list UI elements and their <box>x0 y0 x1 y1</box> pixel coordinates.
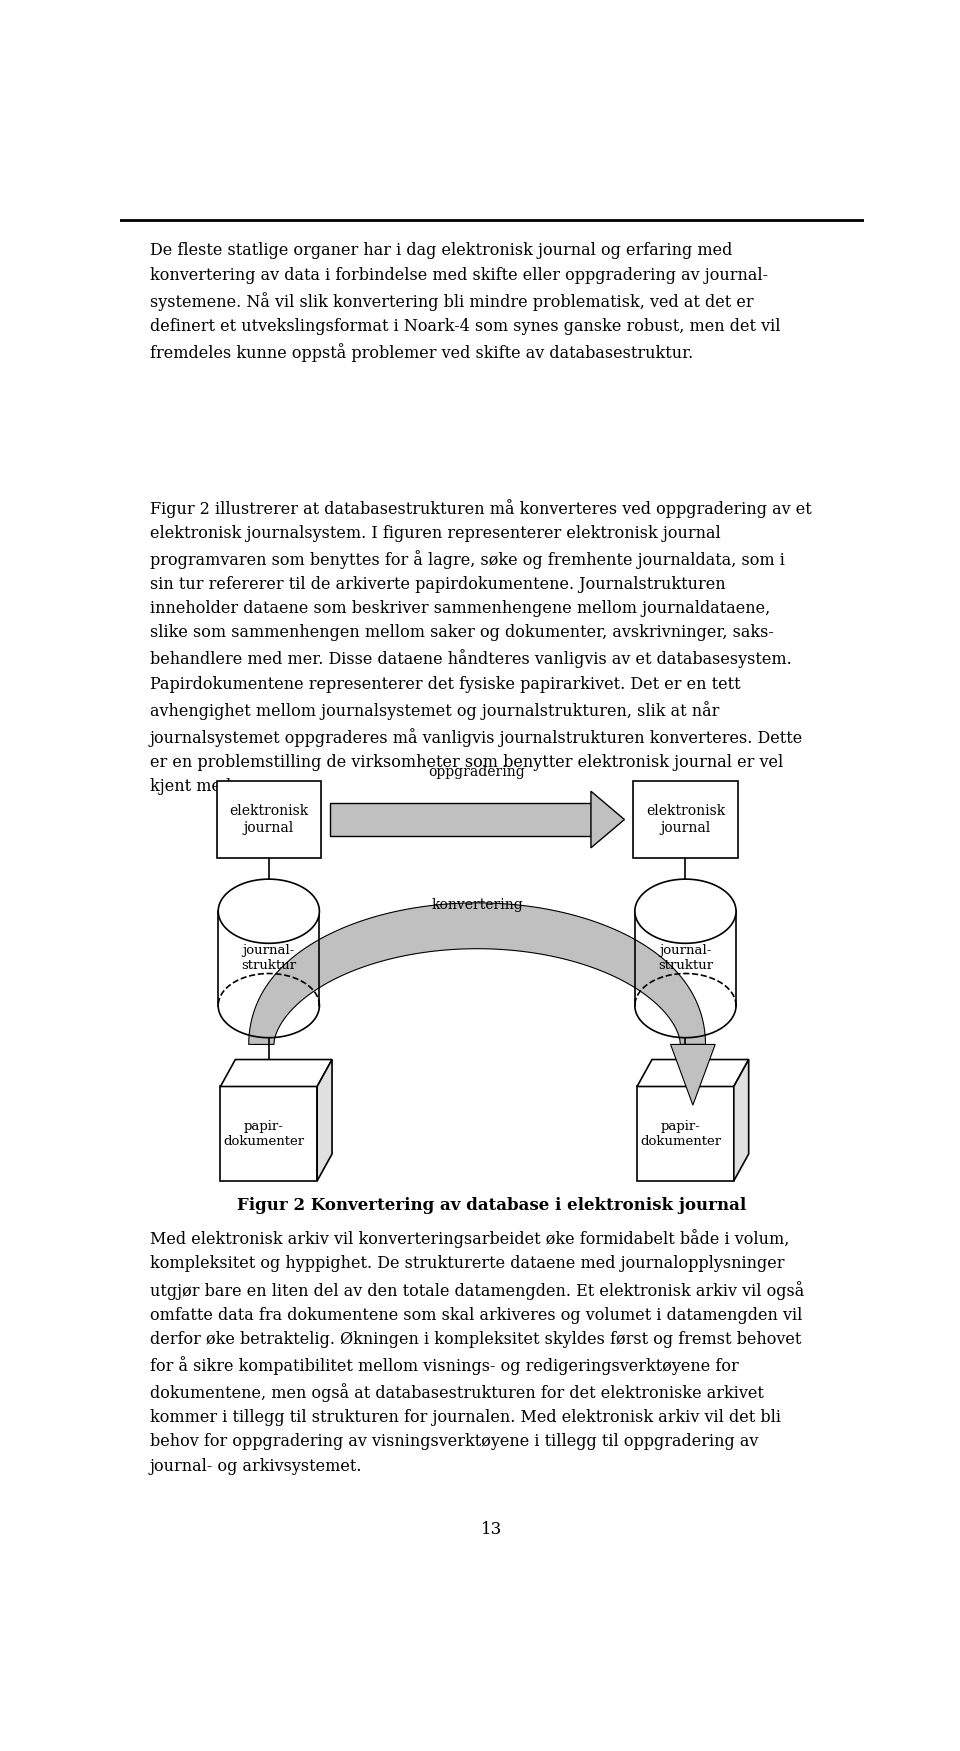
Text: papir-
dokumenter: papir- dokumenter <box>224 1119 304 1147</box>
Text: elektronisk
journal: elektronisk journal <box>229 804 308 835</box>
Polygon shape <box>249 904 706 1044</box>
Polygon shape <box>218 879 320 944</box>
Polygon shape <box>637 1059 749 1086</box>
Polygon shape <box>635 879 736 944</box>
Polygon shape <box>591 791 624 847</box>
Text: elektronisk
journal: elektronisk journal <box>646 804 725 835</box>
Text: papir-
dokumenter: papir- dokumenter <box>640 1119 721 1147</box>
Text: konvertering: konvertering <box>431 898 523 912</box>
Polygon shape <box>670 1044 715 1105</box>
Polygon shape <box>218 911 320 1005</box>
Polygon shape <box>733 1059 749 1180</box>
Text: oppgradering: oppgradering <box>429 765 525 779</box>
Text: De fleste statlige organer har i dag elektronisk journal og erfaring med
konvert: De fleste statlige organer har i dag ele… <box>150 242 780 362</box>
Text: 13: 13 <box>481 1522 503 1537</box>
Text: Figur 2 Konvertering av database i elektronisk journal: Figur 2 Konvertering av database i elekt… <box>237 1198 747 1213</box>
Polygon shape <box>637 1086 733 1180</box>
Text: journal-
struktur: journal- struktur <box>241 944 297 972</box>
FancyBboxPatch shape <box>217 781 321 858</box>
Polygon shape <box>221 1086 317 1180</box>
Polygon shape <box>317 1059 332 1180</box>
Polygon shape <box>221 1059 332 1086</box>
Text: journal-
struktur: journal- struktur <box>658 944 713 972</box>
Polygon shape <box>330 804 591 835</box>
Polygon shape <box>635 911 736 1005</box>
Text: Figur 2 illustrerer at databasestrukturen må konverteres ved oppgradering av et
: Figur 2 illustrerer at databasestrukture… <box>150 499 811 795</box>
FancyBboxPatch shape <box>634 781 737 858</box>
Text: Med elektronisk arkiv vil konverteringsarbeidet øke formidabelt både i volum,
ko: Med elektronisk arkiv vil konverteringsa… <box>150 1229 804 1474</box>
